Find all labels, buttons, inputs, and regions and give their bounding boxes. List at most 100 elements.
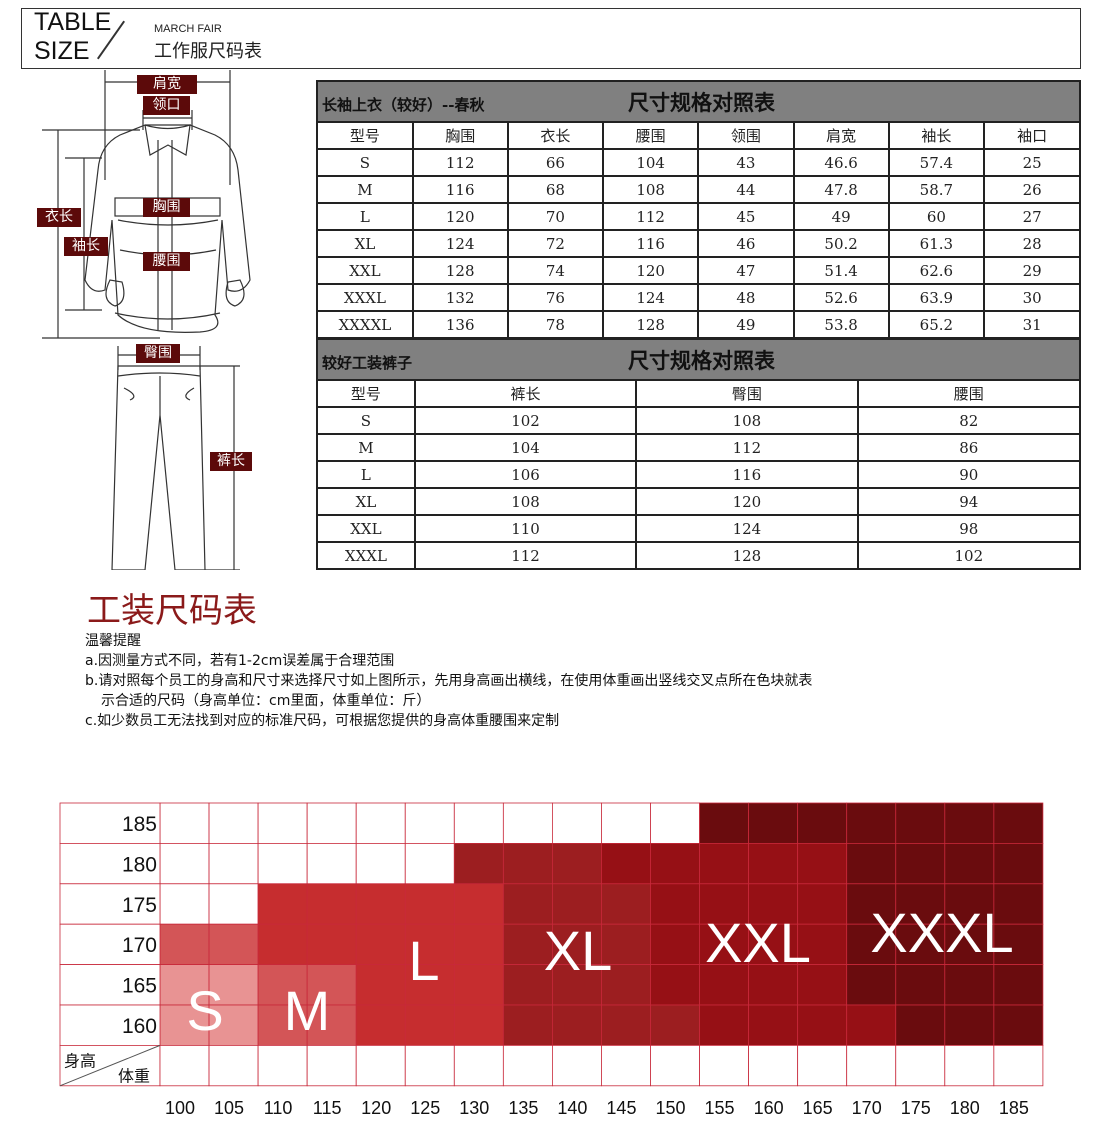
size-cell-XXL (748, 843, 799, 885)
column-header: 胸围 (411, 121, 509, 150)
label-length: 衣长 (37, 208, 81, 227)
size-zone-label-M: M (284, 979, 331, 1042)
axis-row-cell (257, 1045, 308, 1087)
table-cell: 112 (413, 541, 638, 570)
size-cell (552, 802, 602, 844)
size-cell-L (404, 923, 455, 966)
size-cell-XXXL (944, 883, 995, 925)
size-cell-XXL (699, 883, 749, 925)
table-cell: XL (316, 229, 414, 258)
size-cell-XXXL (846, 843, 897, 885)
size-cell-XXL (699, 964, 749, 1006)
column-header: 肩宽 (792, 121, 890, 150)
label-hip: 臀围 (136, 344, 180, 363)
table-cell: 72 (506, 229, 605, 258)
weight-tick-label: 130 (459, 1098, 489, 1118)
size-cell-XXXL (846, 923, 897, 966)
table-row: XXL 110 124 98 (316, 514, 1082, 543)
table-cell: 124 (411, 229, 509, 258)
table-row: XXXL 112 128 102 (316, 541, 1082, 570)
size-cell-XL (502, 1004, 553, 1046)
weight-tick-label: 135 (508, 1098, 538, 1118)
table-cell: 94 (856, 487, 1082, 516)
table-cell: 27 (983, 202, 1081, 231)
table-cell: 46 (697, 229, 795, 258)
axis-row-cell (404, 1045, 455, 1087)
size-cell-M (257, 964, 308, 1006)
table-cell: 74 (506, 256, 605, 285)
table-cell: 58.7 (887, 175, 986, 204)
size-cell-M (159, 923, 210, 966)
table-row: XL 108 120 94 (316, 487, 1082, 516)
note-item: a.因测量方式不同，若有1-2cm误差属于合理范围 (85, 653, 395, 669)
size-cell-XXXL (993, 964, 1044, 1006)
table-cell: 128 (602, 310, 700, 339)
weight-tick-label: 120 (361, 1098, 391, 1118)
page-header: TABLE SIZE MARCH FAIR 工作服尺码表 (21, 8, 1081, 69)
size-cell (355, 802, 406, 844)
size-cell-XXXL (993, 883, 1044, 925)
table-cell: 102 (413, 406, 638, 435)
table-cell: XXXL (316, 283, 414, 312)
table-cell: 98 (856, 514, 1082, 543)
weight-tick-label: 150 (655, 1098, 685, 1118)
row-label-cell (59, 923, 161, 966)
label-shoulder: 肩宽 (137, 75, 197, 94)
table-cell: 46.6 (792, 148, 890, 177)
table-row: XXXL 132 76 124 48 52.6 63.9 30 (316, 283, 1081, 312)
size-cell-XXXL (944, 964, 995, 1006)
size-cell-XXL (797, 843, 848, 885)
jacket-size-table: 长袖上衣（较好）--春秋 尺寸规格对照表 型号 胸围 衣长 腰围 领围 肩宽 袖长 袖口 S 112… (316, 80, 1081, 339)
table-cell: 52.6 (792, 283, 890, 312)
table-cell: 120 (635, 487, 859, 516)
axis-row-cell (895, 1045, 946, 1087)
height-tick-label: 175 (122, 894, 157, 917)
size-cell-XXL (748, 1004, 799, 1046)
table-cell: 43 (697, 148, 795, 177)
size-cell-XXXL (993, 923, 1044, 966)
size-cell-XXXL (699, 802, 749, 844)
axis-row-cell (208, 1045, 259, 1087)
size-cell-XL (453, 843, 504, 885)
size-cell-S (208, 1004, 259, 1046)
table-cell: 90 (856, 460, 1082, 489)
height-tick-label: 160 (122, 1015, 157, 1038)
axis-row-cell (552, 1045, 602, 1087)
size-cell-L (404, 883, 455, 925)
size-cell (404, 843, 455, 885)
size-cell-XXXL (846, 883, 897, 925)
height-tick-label: 180 (122, 853, 157, 876)
table-cell: 136 (411, 310, 509, 339)
size-cell-XXL (699, 1004, 749, 1046)
axis-row-cell (453, 1045, 504, 1087)
size-cell (306, 802, 357, 844)
table-cell: 112 (635, 433, 859, 462)
table-cell: 63.9 (887, 283, 986, 312)
table-header-row: 型号 裤长 臀围 腰围 (316, 379, 1082, 408)
table-cell: L (316, 460, 416, 489)
size-cell-XXL (846, 1004, 897, 1046)
size-cell (404, 802, 455, 844)
size-cell-XXXL (944, 1004, 995, 1046)
table-cell: 120 (602, 256, 700, 285)
size-cell-XL (552, 843, 602, 885)
axis-row-cell (601, 1045, 651, 1087)
table-row: S 102 108 82 (316, 406, 1082, 435)
table-cell: 65.2 (887, 310, 986, 339)
size-cell-XL (552, 923, 602, 966)
table-cell: 76 (506, 283, 605, 312)
size-zone-label-XXXL: XXXL (870, 901, 1013, 964)
size-cell-XXL (797, 923, 848, 966)
jacket-table-title: 长袖上衣（较好）--春秋 尺寸规格对照表 (316, 80, 1081, 123)
size-cell (355, 843, 406, 885)
size-cell-XXL (699, 843, 749, 885)
table-cell: 86 (856, 433, 1082, 462)
size-cell-XXL (650, 843, 700, 885)
size-cell-M (306, 964, 357, 1006)
table-cell: 116 (602, 229, 700, 258)
table-cell: 26 (983, 175, 1081, 204)
table-header-row: 型号 胸围 衣长 腰围 领围 肩宽 袖长 袖口 (316, 121, 1081, 150)
header-title-en-1: TABLE (34, 8, 112, 36)
table-cell: 106 (413, 460, 638, 489)
